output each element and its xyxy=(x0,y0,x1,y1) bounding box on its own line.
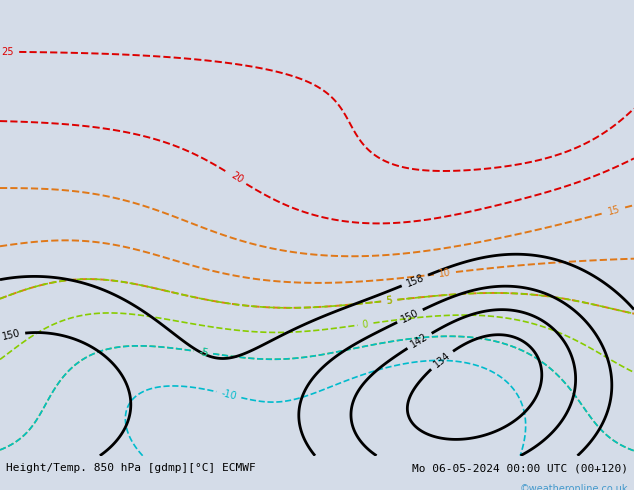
Text: 150: 150 xyxy=(399,307,420,324)
Text: 25: 25 xyxy=(2,47,14,57)
Text: 5: 5 xyxy=(385,295,393,306)
Text: -5: -5 xyxy=(198,346,209,358)
Text: 5: 5 xyxy=(385,295,393,306)
Text: 20: 20 xyxy=(229,171,245,186)
Text: ©weatheronline.co.uk: ©weatheronline.co.uk xyxy=(519,484,628,490)
Text: 10: 10 xyxy=(438,268,451,279)
Text: 0: 0 xyxy=(362,318,369,329)
Text: -5: -5 xyxy=(198,346,209,358)
Text: 150: 150 xyxy=(1,328,22,343)
Text: Mo 06-05-2024 00:00 UTC (00+120): Mo 06-05-2024 00:00 UTC (00+120) xyxy=(411,463,628,473)
Text: 134: 134 xyxy=(432,350,452,369)
Text: -10: -10 xyxy=(220,388,238,401)
Text: 15: 15 xyxy=(607,204,621,217)
Text: Height/Temp. 850 hPa [gdmp][°C] ECMWF: Height/Temp. 850 hPa [gdmp][°C] ECMWF xyxy=(6,463,256,473)
Text: 158: 158 xyxy=(404,272,425,289)
Text: 142: 142 xyxy=(409,332,430,350)
